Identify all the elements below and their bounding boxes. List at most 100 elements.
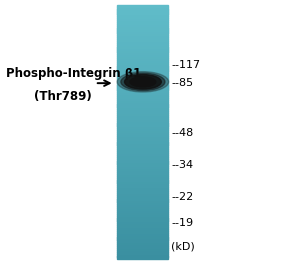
Bar [117,13,168,16]
Bar [117,138,168,140]
Bar [117,37,168,39]
Bar [117,16,168,18]
Bar [117,68,168,71]
Bar [117,206,168,208]
Bar [117,94,168,96]
Bar [117,58,168,60]
Bar [117,187,168,189]
Bar [117,134,168,136]
Bar [117,87,168,90]
Text: --48: --48 [171,128,194,138]
Text: --34: --34 [171,160,193,170]
Bar [117,7,168,10]
Bar [117,5,168,7]
Bar [117,144,168,147]
Bar [117,60,168,62]
Bar [117,252,168,254]
Bar [117,220,168,223]
Bar [117,47,168,50]
Text: (Thr789): (Thr789) [34,90,92,103]
Bar [117,102,168,105]
Bar [117,130,168,132]
Bar [117,56,168,58]
Bar [117,163,168,166]
Bar [117,191,168,193]
Text: --85: --85 [171,78,193,88]
Bar [117,248,168,250]
Bar [117,176,168,178]
Bar [117,195,168,197]
Text: --19: --19 [171,218,193,228]
Bar [117,204,168,206]
Bar [117,227,168,229]
Bar [117,70,168,73]
Bar [117,106,168,109]
Bar [117,121,168,124]
Bar [117,43,168,45]
Bar [117,153,168,155]
Bar [117,111,168,113]
Bar [117,28,168,31]
Bar [117,92,168,94]
Bar [117,168,168,170]
Bar [117,119,168,121]
Bar [117,199,168,202]
Bar [117,229,168,231]
Bar [117,81,168,83]
Bar [117,79,168,81]
Bar [117,239,168,242]
Bar [117,237,168,240]
Bar [117,149,168,151]
Bar [117,24,168,26]
Bar [117,212,168,214]
Bar [117,214,168,216]
Bar [117,254,168,257]
Bar [117,197,168,200]
Bar [117,225,168,227]
Bar [117,185,168,187]
Bar [117,41,168,43]
Bar [117,178,168,181]
Ellipse shape [130,77,156,87]
Bar [117,62,168,64]
Bar [117,170,168,172]
Bar [117,155,168,157]
Bar [117,123,168,126]
Bar [117,128,168,130]
Bar [117,117,168,119]
Bar [117,39,168,41]
Bar [117,136,168,138]
Bar [117,85,168,88]
Bar [117,132,168,134]
Bar [117,208,168,210]
Bar [117,45,168,48]
Bar [117,216,168,219]
Bar [117,193,168,195]
Bar [117,51,168,54]
Text: --117: --117 [171,60,200,70]
Bar [117,235,168,238]
Bar [117,256,168,259]
Bar [117,159,168,162]
Bar [117,22,168,24]
Bar [117,166,168,168]
Bar [117,246,168,248]
Bar [117,242,168,244]
Bar [117,35,168,37]
Bar [117,98,168,100]
Bar [117,147,168,149]
Bar [117,109,168,111]
Bar [117,26,168,29]
Bar [117,113,168,115]
Bar [117,250,168,252]
Bar [117,32,168,35]
Bar [117,231,168,233]
Bar [117,172,168,174]
Bar [117,83,168,86]
Bar [117,100,168,102]
Bar [117,96,168,98]
Bar [117,244,168,246]
Bar [117,75,168,77]
Bar [117,104,168,107]
Bar [117,180,168,183]
